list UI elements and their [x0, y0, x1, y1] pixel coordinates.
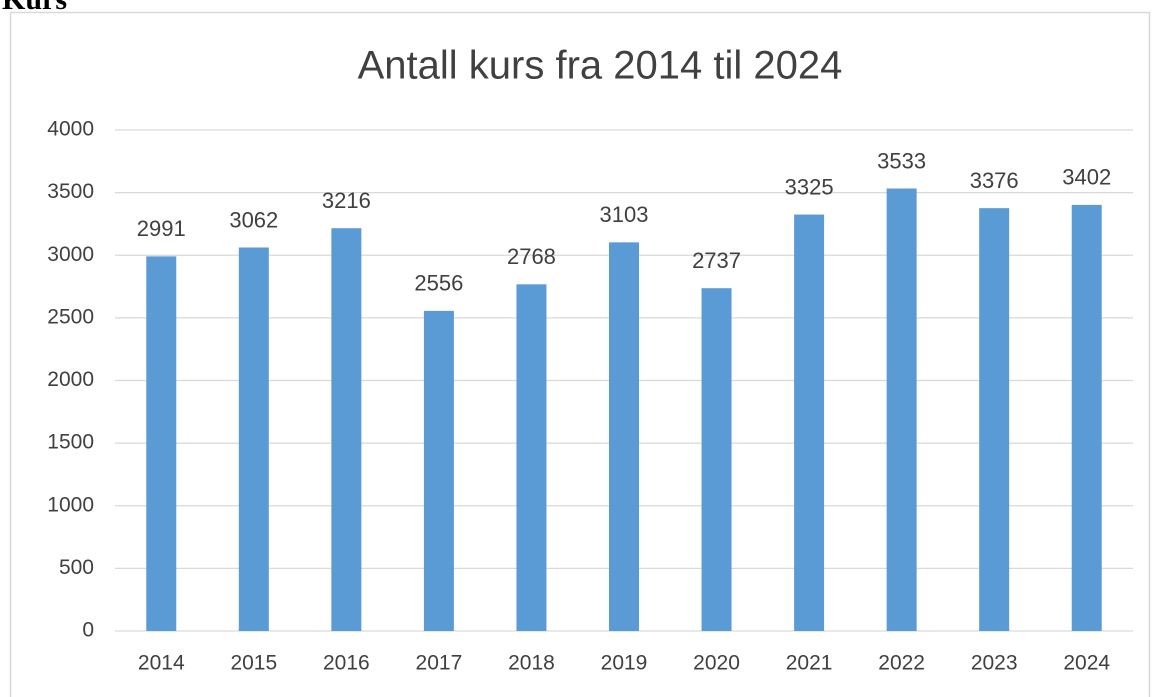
data-label: 2768: [507, 244, 556, 269]
y-tick-label: 1500: [47, 431, 94, 454]
data-label: 2737: [692, 248, 741, 273]
bar: [331, 228, 362, 632]
data-label: 3533: [877, 148, 926, 173]
bar: [238, 247, 269, 631]
y-tick-label: 1000: [47, 493, 94, 516]
x-tick-label: 2024: [1063, 652, 1110, 675]
x-tick-label: 2015: [230, 652, 277, 675]
data-label: 3062: [229, 207, 278, 232]
x-tick-label: 2021: [786, 652, 833, 675]
x-tick-label: 2020: [693, 652, 740, 675]
x-tick-label: 2016: [323, 652, 370, 675]
chart-title: Antall kurs fra 2014 til 2024: [358, 44, 843, 88]
bar: [794, 214, 825, 631]
bar: [609, 242, 639, 631]
data-label: 3216: [322, 188, 371, 213]
chart-frame: [9, 11, 1151, 697]
y-tick-label: 3500: [47, 180, 94, 203]
y-tick-label: 2500: [47, 305, 94, 328]
data-label: 3325: [785, 174, 834, 199]
y-tick-label: 500: [59, 556, 94, 579]
x-tick-label: 2023: [971, 652, 1018, 675]
x-tick-label: 2022: [878, 652, 925, 675]
data-label: 2556: [414, 271, 463, 296]
bar: [146, 256, 177, 631]
y-tick-label: 0: [82, 619, 94, 642]
data-label: 3402: [1062, 165, 1111, 190]
x-tick-label: 2018: [508, 652, 555, 675]
data-label: 3103: [600, 202, 649, 227]
bar: [886, 188, 917, 631]
data-label: 2991: [137, 216, 186, 241]
bar: [701, 288, 732, 631]
bar: [1071, 204, 1102, 631]
y-tick-label: 3000: [47, 243, 94, 266]
y-tick-label: 4000: [47, 118, 94, 141]
bar: [516, 284, 547, 631]
x-tick-label: 2014: [138, 652, 185, 675]
data-label: 3376: [970, 168, 1019, 193]
x-tick-label: 2017: [416, 652, 463, 675]
x-tick-label: 2019: [601, 652, 648, 675]
y-tick-label: 2000: [47, 368, 94, 391]
bar: [979, 208, 1010, 631]
bar: [423, 310, 454, 631]
